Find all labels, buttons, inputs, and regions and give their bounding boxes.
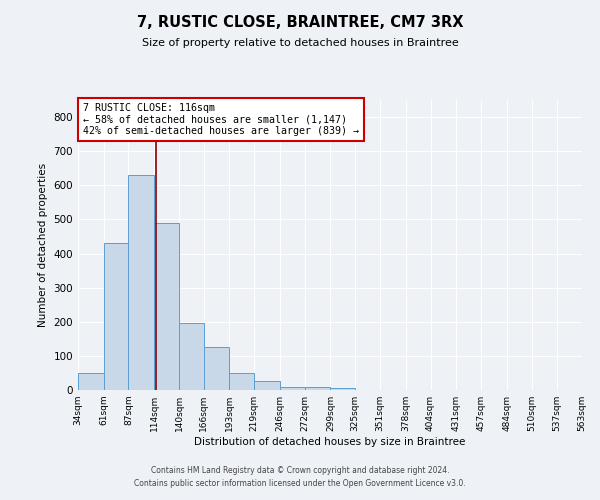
Bar (128, 175, 154, 390)
Bar (280, 386, 305, 390)
Y-axis label: Number of detached properties: Number of detached properties (38, 163, 48, 327)
Bar (154, 223, 179, 390)
X-axis label: Distribution of detached houses by size in Braintree: Distribution of detached houses by size … (194, 437, 466, 447)
Bar (204, 348, 229, 390)
Text: Size of property relative to detached houses in Braintree: Size of property relative to detached ho… (142, 38, 458, 48)
Bar (104, 244, 128, 390)
Text: 7, RUSTIC CLOSE, BRAINTREE, CM7 3RX: 7, RUSTIC CLOSE, BRAINTREE, CM7 3RX (137, 15, 463, 30)
Bar (305, 386, 331, 390)
Bar (78, 373, 104, 390)
Bar (179, 324, 204, 390)
Bar (331, 388, 355, 390)
Bar (229, 373, 254, 390)
Text: Contains HM Land Registry data © Crown copyright and database right 2024.
Contai: Contains HM Land Registry data © Crown c… (134, 466, 466, 487)
Text: 7 RUSTIC CLOSE: 116sqm
← 58% of detached houses are smaller (1,147)
42% of semi-: 7 RUSTIC CLOSE: 116sqm ← 58% of detached… (83, 103, 359, 136)
Bar (254, 382, 280, 390)
